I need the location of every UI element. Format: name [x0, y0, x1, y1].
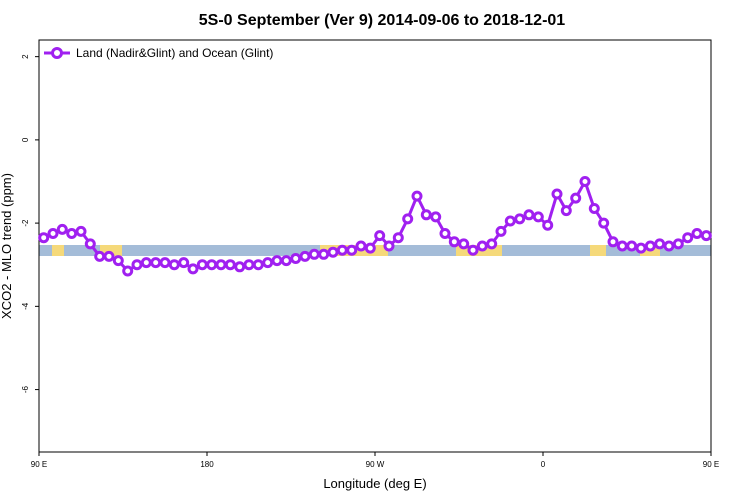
data-point: [448, 236, 460, 248]
x-tick-label: 90 E: [703, 460, 719, 469]
data-point: [700, 230, 712, 242]
data-point: [66, 228, 78, 239]
data-point: [458, 238, 470, 250]
data-point: [168, 259, 180, 271]
data-point: [308, 248, 320, 260]
data-point: [420, 209, 432, 221]
data-point: [159, 257, 171, 269]
land-patch: [52, 245, 64, 256]
data-point: [206, 259, 218, 271]
data-point: [346, 244, 358, 256]
data-point: [140, 257, 152, 269]
x-tick-label: 0: [541, 460, 546, 469]
legend: Land (Nadir&Glint) and Ocean (Glint): [44, 46, 273, 60]
data-point: [84, 238, 96, 250]
y-tick-label: -2: [21, 219, 30, 227]
data-point: [178, 257, 190, 269]
land-patch: [456, 245, 502, 256]
y-tick-label: 0: [21, 137, 30, 142]
data-point: [122, 265, 134, 277]
data-point: [336, 244, 348, 256]
data-point: [532, 211, 544, 223]
series-layer: [38, 176, 712, 277]
data-point: [243, 259, 255, 271]
data-point: [495, 225, 507, 237]
data-point: [588, 203, 600, 214]
legend-label: Land (Nadir&Glint) and Ocean (Glint): [76, 46, 273, 60]
data-point: [271, 255, 283, 267]
data-point: [187, 263, 199, 275]
data-point: [598, 217, 610, 229]
data-point: [262, 257, 274, 269]
data-point: [504, 215, 516, 227]
land-patch: [590, 245, 606, 256]
data-point: [663, 240, 675, 252]
data-point: [150, 257, 162, 269]
data-point: [364, 242, 376, 254]
data-point: [439, 228, 451, 239]
data-point: [290, 253, 302, 264]
data-point: [38, 232, 50, 244]
data-point: [682, 232, 694, 244]
data-point: [299, 250, 311, 262]
data-point: [112, 255, 124, 267]
data-point: [486, 238, 498, 250]
data-point: [514, 213, 526, 225]
data-point: [131, 259, 143, 271]
data-point: [196, 259, 208, 271]
data-point: [542, 219, 554, 231]
data-point: [551, 188, 563, 200]
data-point: [607, 236, 619, 248]
data-point: [560, 205, 572, 217]
data-point: [644, 240, 656, 252]
y-axis-label: XCO2 - MLO trend (ppm): [0, 173, 14, 319]
data-point: [318, 248, 330, 260]
data-point: [691, 228, 703, 239]
data-point: [252, 259, 264, 271]
chart-title: 5S-0 September (Ver 9) 2014-09-06 to 201…: [199, 12, 566, 29]
data-point: [383, 240, 395, 252]
data-point: [56, 223, 68, 235]
x-axis: 90 E 180 90 W 0 90 E: [31, 452, 719, 469]
data-point: [476, 240, 488, 252]
data-point: [103, 250, 115, 262]
data-point: [654, 238, 666, 250]
data-point: [224, 259, 236, 271]
y-tick-label: 2: [21, 54, 30, 59]
data-point: [234, 261, 246, 273]
data-point: [411, 190, 423, 202]
data-point: [327, 246, 339, 258]
data-point: [570, 192, 582, 204]
data-point: [47, 228, 59, 239]
x-tick-label: 180: [200, 460, 214, 469]
data-point: [215, 259, 227, 271]
data-point: [626, 240, 638, 252]
land-patch: [100, 245, 122, 256]
y-tick-label: -4: [21, 302, 30, 310]
data-point: [75, 225, 87, 237]
data-point: [392, 232, 404, 244]
y-axis: 2 0 -2 -4 -6: [21, 54, 39, 393]
data-point: [467, 244, 479, 256]
data-point: [430, 211, 442, 223]
data-point: [280, 255, 292, 267]
data-point: [402, 213, 414, 225]
data-point: [374, 230, 386, 242]
legend-marker-swatch: [51, 47, 63, 59]
x-tick-label: 90 E: [31, 460, 47, 469]
data-point: [94, 250, 106, 262]
data-point: [635, 242, 647, 254]
data-point: [579, 176, 591, 187]
x-tick-label: 90 W: [366, 460, 385, 469]
y-tick-label: -6: [21, 385, 30, 393]
x-axis-label: Longitude (deg E): [323, 476, 426, 491]
data-point: [616, 240, 628, 252]
data-point: [523, 209, 535, 221]
data-point: [355, 240, 367, 252]
data-point: [672, 238, 684, 250]
